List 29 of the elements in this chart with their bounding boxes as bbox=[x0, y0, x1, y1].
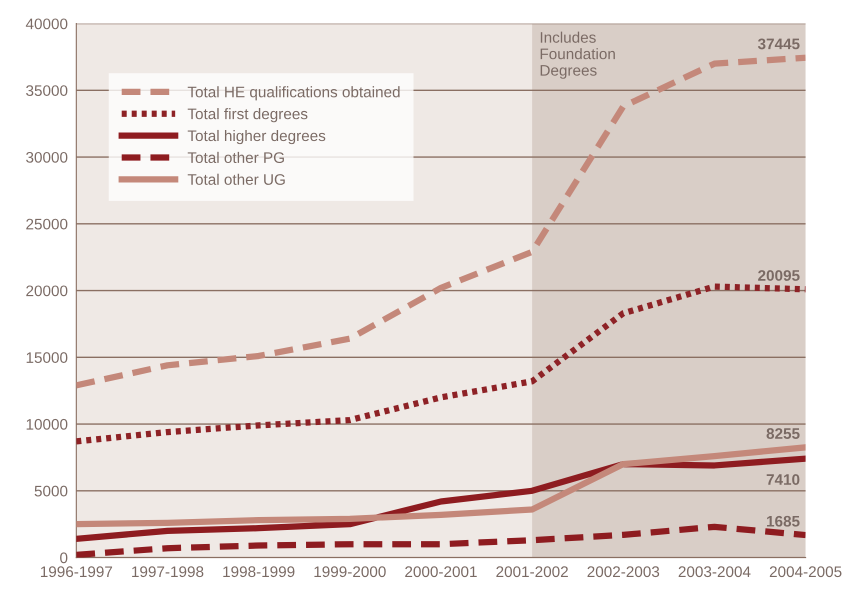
band-label: Includes Foundation Degrees bbox=[540, 32, 615, 79]
legend-label: Total other PG bbox=[188, 152, 284, 164]
legend-label: Total first degrees bbox=[188, 108, 308, 122]
y-tick-label: 35000 bbox=[26, 85, 68, 96]
y-tick-label: 40000 bbox=[26, 18, 68, 30]
x-tick-label: 2000-2001 bbox=[405, 566, 477, 578]
y-tick-label: 25000 bbox=[26, 218, 68, 230]
data-label: 7410 bbox=[766, 474, 800, 485]
y-tick-label: 0 bbox=[60, 552, 68, 564]
y-tick-label: 15000 bbox=[26, 352, 68, 364]
data-label: 37445 bbox=[758, 38, 800, 50]
x-tick-label: 2003-2004 bbox=[678, 566, 751, 578]
data-label: 1685 bbox=[767, 516, 800, 527]
data-label: 20095 bbox=[758, 270, 800, 281]
y-tick-label: 10000 bbox=[26, 418, 68, 430]
x-tick-label: 1997-1998 bbox=[132, 566, 204, 578]
y-tick-label: 30000 bbox=[26, 152, 68, 163]
x-tick-label: 1998-1999 bbox=[223, 566, 294, 578]
y-tick-label: 5000 bbox=[34, 486, 68, 496]
data-label: 8255 bbox=[766, 428, 800, 439]
x-tick-label: 1999-2000 bbox=[314, 566, 386, 578]
x-tick-label: 2001-2002 bbox=[496, 566, 568, 578]
x-tick-label: 1996-1997 bbox=[40, 566, 112, 578]
legend-label: Total HE qualifications obtained bbox=[188, 86, 400, 100]
x-tick-label: 2002-2003 bbox=[588, 566, 660, 578]
legend-label: Total higher degrees bbox=[188, 130, 326, 144]
y-tick-label: 20000 bbox=[26, 285, 68, 296]
legend-label: Total other UG bbox=[188, 174, 285, 185]
x-tick-label: 2004-2005 bbox=[770, 566, 842, 578]
